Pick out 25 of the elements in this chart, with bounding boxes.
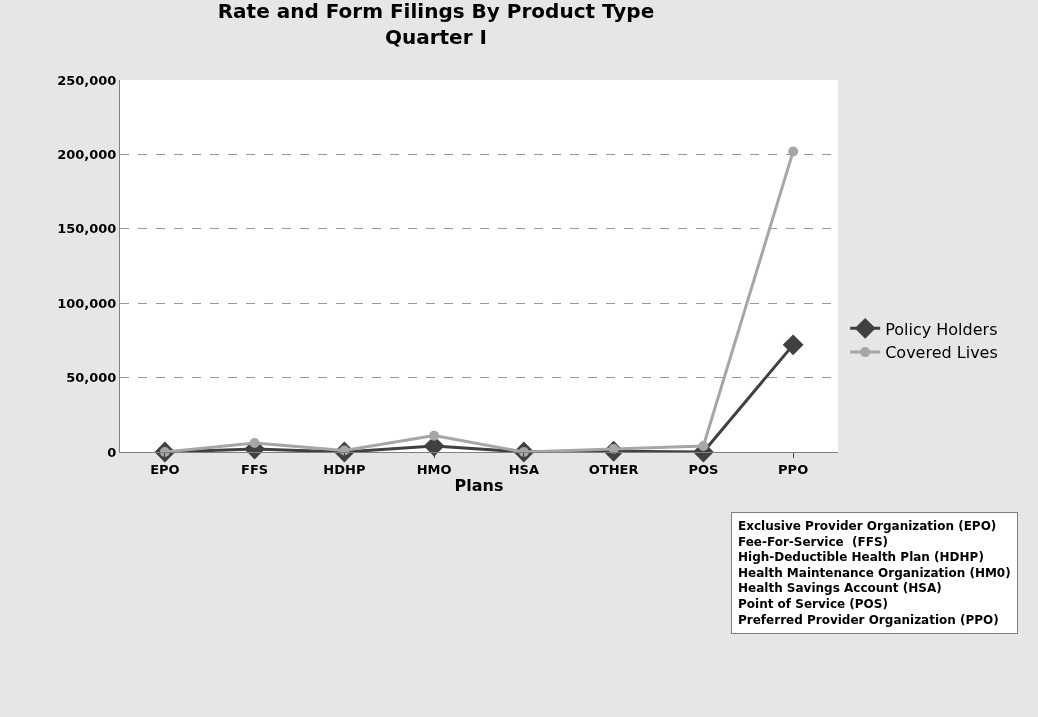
x-tick-label: OTHER bbox=[588, 461, 639, 477]
x-tick-label: PPO bbox=[778, 461, 809, 477]
x-tick-label: FFS bbox=[241, 461, 269, 477]
x-axis-title: Plans bbox=[454, 476, 504, 496]
legend-label: Policy Holders bbox=[885, 319, 998, 339]
chart-title: Rate and Form Filings By Product Type bbox=[217, 0, 655, 23]
y-tick-label: 250,000 bbox=[57, 72, 117, 88]
chart-subtitle: Quarter I bbox=[384, 24, 487, 49]
text: Exclusive Provider Organization (EPO) Fee-For-Service (FFS) High-Deductible Health Plan (HDHP) Health Maintenance Organization (HM0) Health Savings Account (HSA) Point of Service (POS) Preferred Provider Organization (PPO) bbox=[738, 519, 1011, 627]
point bbox=[249, 438, 260, 449]
y-tick-label: 50,000 bbox=[66, 370, 117, 386]
x-tick-label: HSA bbox=[508, 461, 540, 477]
point bbox=[429, 430, 440, 441]
y-tick-label: 200,000 bbox=[57, 146, 117, 162]
point bbox=[782, 334, 804, 356]
y-tick-label: 100,000 bbox=[57, 295, 117, 311]
x-tick-label: POS bbox=[688, 461, 719, 477]
point bbox=[788, 146, 799, 157]
x-tick-label: EPO bbox=[150, 461, 180, 477]
point bbox=[698, 441, 709, 452]
y-tick-label: 0 bbox=[107, 444, 117, 460]
legend-label: Covered Lives bbox=[885, 343, 998, 363]
x-tick-label: HDHP bbox=[323, 461, 366, 477]
y-tick-label: 150,000 bbox=[57, 221, 117, 237]
x-tick-label: HMO bbox=[416, 461, 452, 477]
